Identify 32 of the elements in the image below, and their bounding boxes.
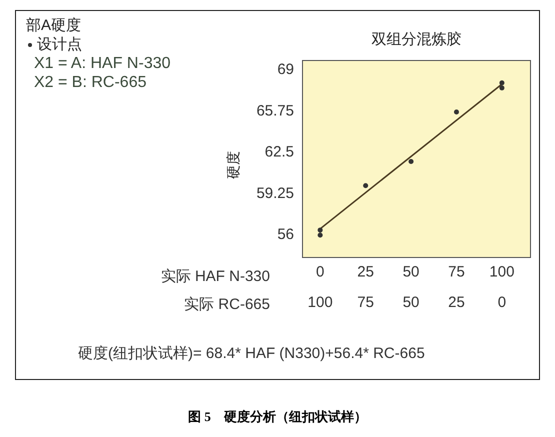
- x2-axis-title: 实际 RC-665: [184, 295, 270, 314]
- y-tick-label: 62.5: [264, 144, 294, 161]
- y-tick-label: 59.25: [256, 184, 294, 202]
- point: [318, 228, 323, 233]
- x2-tick-label: 50: [402, 294, 420, 311]
- x-tick-label: 100: [489, 264, 514, 281]
- point: [408, 159, 414, 164]
- y-axis-title: 硬度: [225, 151, 242, 179]
- text: X1 = A: HAF N-330: [34, 54, 171, 73]
- x2-tick-label: 25: [447, 294, 466, 311]
- x-tick-label: 50: [402, 264, 420, 281]
- legend-title: 部A硬度: [26, 16, 82, 35]
- text: X2 = B: RC-665: [34, 73, 148, 92]
- point: [363, 183, 368, 188]
- text: 硬度(纽扣状试样)= 68.4* HAF (N330)+56.4* RC-665: [78, 344, 425, 363]
- y-tick-label: 56: [277, 226, 294, 244]
- x-tick-label: 75: [448, 264, 465, 281]
- point: [499, 85, 504, 90]
- x-tick-label: 0: [316, 264, 324, 281]
- chart-title: 双组分混炼胶: [370, 30, 462, 49]
- x-tick-label: 25: [357, 264, 374, 281]
- point: [499, 80, 504, 86]
- y-tick-label: 65.75: [256, 102, 294, 120]
- x-axis-title: 实际 HAF N-330: [160, 267, 270, 286]
- point: [318, 232, 323, 238]
- x2-tick-label: 100: [306, 294, 334, 311]
- legend-label: 设计点: [37, 35, 82, 54]
- point: [454, 110, 459, 115]
- y-tick-label: 69: [277, 61, 294, 78]
- x2-tick-label: 75: [356, 294, 375, 311]
- x2-tick-label: 0: [496, 294, 508, 311]
- caption: 图 5 硬度分析（纽扣状试样）: [187, 408, 368, 426]
